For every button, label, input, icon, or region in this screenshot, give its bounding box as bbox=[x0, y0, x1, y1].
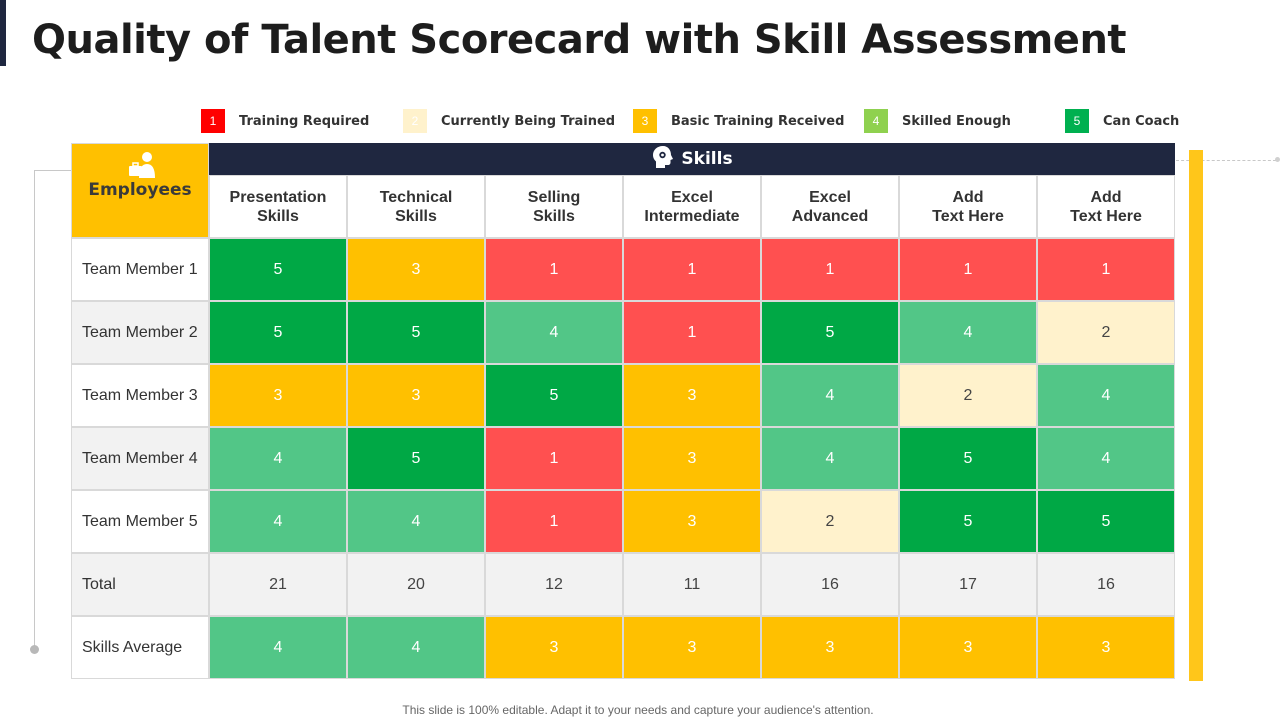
connector-line bbox=[34, 170, 35, 650]
score-cell: 3 bbox=[623, 364, 761, 427]
legend-swatch: 2 bbox=[403, 109, 427, 133]
column-header: Presentation Skills bbox=[209, 175, 347, 238]
row-label: Team Member 1 bbox=[71, 238, 209, 301]
score-cell: 1 bbox=[623, 301, 761, 364]
average-cell: 4 bbox=[347, 616, 485, 679]
legend-label: Currently Being Trained bbox=[441, 113, 616, 129]
legend-item: 5 Can Coach bbox=[1065, 109, 1179, 133]
total-cell: 12 bbox=[485, 553, 623, 616]
column-header: Add Text Here bbox=[1037, 175, 1175, 238]
row-label: Total bbox=[71, 553, 209, 616]
average-cell: 3 bbox=[1037, 616, 1175, 679]
score-cell: 5 bbox=[899, 490, 1037, 553]
score-cell: 4 bbox=[209, 427, 347, 490]
score-cell: 1 bbox=[1037, 238, 1175, 301]
legend-label: Can Coach bbox=[1103, 113, 1180, 129]
legend-label: Skilled Enough bbox=[902, 113, 1011, 129]
row-label: Team Member 3 bbox=[71, 364, 209, 427]
legend-swatch: 5 bbox=[1065, 109, 1089, 133]
score-cell: 3 bbox=[623, 490, 761, 553]
column-header: Selling Skills bbox=[485, 175, 623, 238]
skills-label: Skills bbox=[681, 149, 733, 169]
score-cell: 4 bbox=[899, 301, 1037, 364]
score-cell: 1 bbox=[623, 238, 761, 301]
score-cell: 2 bbox=[899, 364, 1037, 427]
legend-item: 3 Basic Training Received bbox=[633, 109, 844, 133]
legend-swatch: 3 bbox=[633, 109, 657, 133]
brain-gear-icon bbox=[651, 145, 675, 174]
page-title: Quality of Talent Scorecard with Skill A… bbox=[32, 17, 1127, 63]
connector-end-dot bbox=[1275, 157, 1280, 162]
score-cell: 3 bbox=[623, 427, 761, 490]
score-cell: 3 bbox=[347, 238, 485, 301]
column-header: Technical Skills bbox=[347, 175, 485, 238]
score-cell: 5 bbox=[347, 427, 485, 490]
score-cell: 5 bbox=[761, 301, 899, 364]
title-accent-bar bbox=[0, 0, 6, 66]
employees-label: Employees bbox=[88, 180, 192, 200]
legend-item: 1 Training Required bbox=[201, 109, 369, 133]
score-cell: 4 bbox=[1037, 427, 1175, 490]
column-header: Add Text Here bbox=[899, 175, 1037, 238]
score-cell: 4 bbox=[485, 301, 623, 364]
score-cell: 1 bbox=[485, 427, 623, 490]
score-cell: 3 bbox=[209, 364, 347, 427]
score-cell: 4 bbox=[347, 490, 485, 553]
total-cell: 21 bbox=[209, 553, 347, 616]
legend-label: Basic Training Received bbox=[671, 113, 845, 129]
skills-header: Skills bbox=[209, 143, 1175, 175]
average-cell: 3 bbox=[485, 616, 623, 679]
legend-label: Training Required bbox=[239, 113, 370, 129]
column-header: Excel Intermediate bbox=[623, 175, 761, 238]
row-label: Skills Average bbox=[71, 616, 209, 679]
employees-header: Employees bbox=[71, 143, 209, 238]
row-label: Team Member 2 bbox=[71, 301, 209, 364]
total-cell: 16 bbox=[761, 553, 899, 616]
legend-item: 4 Skilled Enough bbox=[864, 109, 1011, 133]
score-cell: 1 bbox=[761, 238, 899, 301]
score-cell: 5 bbox=[899, 427, 1037, 490]
score-cell: 4 bbox=[1037, 364, 1175, 427]
dashed-connector bbox=[1176, 160, 1276, 161]
score-cell: 5 bbox=[209, 301, 347, 364]
score-cell: 1 bbox=[485, 238, 623, 301]
score-cell: 4 bbox=[761, 364, 899, 427]
score-cell: 2 bbox=[1037, 301, 1175, 364]
total-cell: 16 bbox=[1037, 553, 1175, 616]
average-cell: 3 bbox=[899, 616, 1037, 679]
total-cell: 17 bbox=[899, 553, 1037, 616]
score-cell: 1 bbox=[485, 490, 623, 553]
employee-icon bbox=[127, 150, 157, 185]
legend-item: 2 Currently Being Trained bbox=[403, 109, 615, 133]
legend-swatch: 1 bbox=[201, 109, 225, 133]
average-cell: 3 bbox=[761, 616, 899, 679]
score-cell: 1 bbox=[899, 238, 1037, 301]
total-cell: 11 bbox=[623, 553, 761, 616]
score-cell: 5 bbox=[485, 364, 623, 427]
score-cell: 3 bbox=[347, 364, 485, 427]
accent-side-bar bbox=[1189, 150, 1203, 681]
legend-swatch: 4 bbox=[864, 109, 888, 133]
score-cell: 5 bbox=[209, 238, 347, 301]
row-label: Team Member 4 bbox=[71, 427, 209, 490]
score-cell: 4 bbox=[209, 490, 347, 553]
average-cell: 4 bbox=[209, 616, 347, 679]
connector-dot bbox=[30, 645, 39, 654]
score-cell: 2 bbox=[761, 490, 899, 553]
average-cell: 3 bbox=[623, 616, 761, 679]
connector-line-top bbox=[34, 170, 71, 171]
footnote: This slide is 100% editable. Adapt it to… bbox=[402, 703, 874, 717]
score-cell: 5 bbox=[1037, 490, 1175, 553]
score-cell: 4 bbox=[761, 427, 899, 490]
total-cell: 20 bbox=[347, 553, 485, 616]
score-cell: 5 bbox=[347, 301, 485, 364]
row-label: Team Member 5 bbox=[71, 490, 209, 553]
column-header: Excel Advanced bbox=[761, 175, 899, 238]
